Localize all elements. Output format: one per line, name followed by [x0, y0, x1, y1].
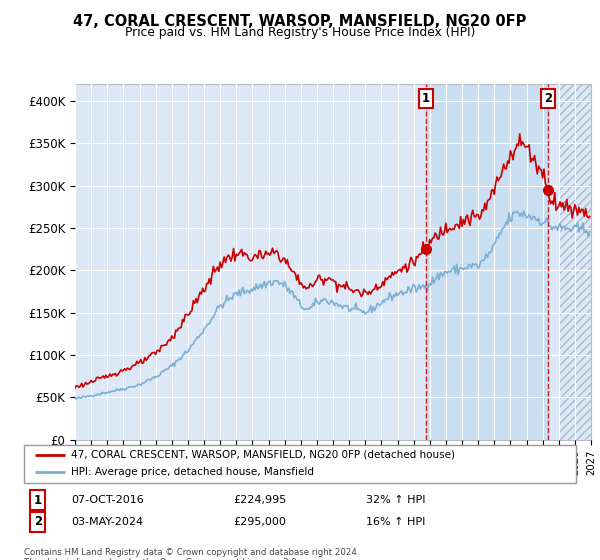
Bar — [559, 84, 591, 440]
Bar — [559, 84, 591, 440]
Text: Contains HM Land Registry data © Crown copyright and database right 2024.
This d: Contains HM Land Registry data © Crown c… — [24, 548, 359, 560]
Text: 16% ↑ HPI: 16% ↑ HPI — [366, 517, 425, 527]
Text: HPI: Average price, detached house, Mansfield: HPI: Average price, detached house, Mans… — [71, 468, 314, 478]
Text: 2: 2 — [34, 515, 42, 528]
Text: 1: 1 — [34, 493, 42, 507]
Text: 03-MAY-2024: 03-MAY-2024 — [71, 517, 143, 527]
Text: Price paid vs. HM Land Registry's House Price Index (HPI): Price paid vs. HM Land Registry's House … — [125, 26, 475, 39]
Text: 1: 1 — [422, 92, 430, 105]
Text: 07-OCT-2016: 07-OCT-2016 — [71, 495, 143, 505]
Text: 2: 2 — [544, 92, 552, 105]
Text: 47, CORAL CRESCENT, WARSOP, MANSFIELD, NG20 0FP: 47, CORAL CRESCENT, WARSOP, MANSFIELD, N… — [73, 14, 527, 29]
Text: £295,000: £295,000 — [234, 517, 287, 527]
FancyBboxPatch shape — [24, 445, 576, 483]
Text: £224,995: £224,995 — [234, 495, 287, 505]
Text: 32% ↑ HPI: 32% ↑ HPI — [366, 495, 426, 505]
Bar — [426, 84, 548, 440]
Text: 47, CORAL CRESCENT, WARSOP, MANSFIELD, NG20 0FP (detached house): 47, CORAL CRESCENT, WARSOP, MANSFIELD, N… — [71, 450, 455, 460]
